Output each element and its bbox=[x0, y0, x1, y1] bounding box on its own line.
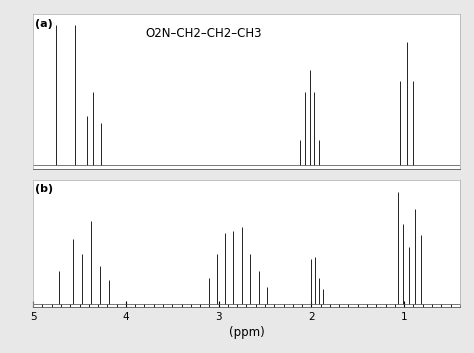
Text: O2N–CH2–CH2–CH3: O2N–CH2–CH2–CH3 bbox=[146, 26, 262, 40]
X-axis label: (ppm): (ppm) bbox=[228, 326, 264, 339]
Text: (b): (b) bbox=[35, 184, 54, 194]
Text: (a): (a) bbox=[35, 19, 53, 29]
